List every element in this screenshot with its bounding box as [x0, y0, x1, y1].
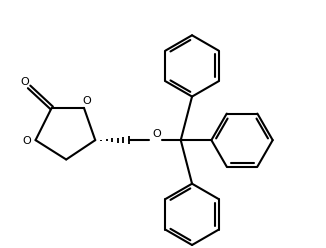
Text: O: O: [21, 77, 30, 87]
Text: O: O: [22, 136, 31, 146]
Text: O: O: [82, 96, 91, 106]
Text: O: O: [153, 129, 161, 139]
